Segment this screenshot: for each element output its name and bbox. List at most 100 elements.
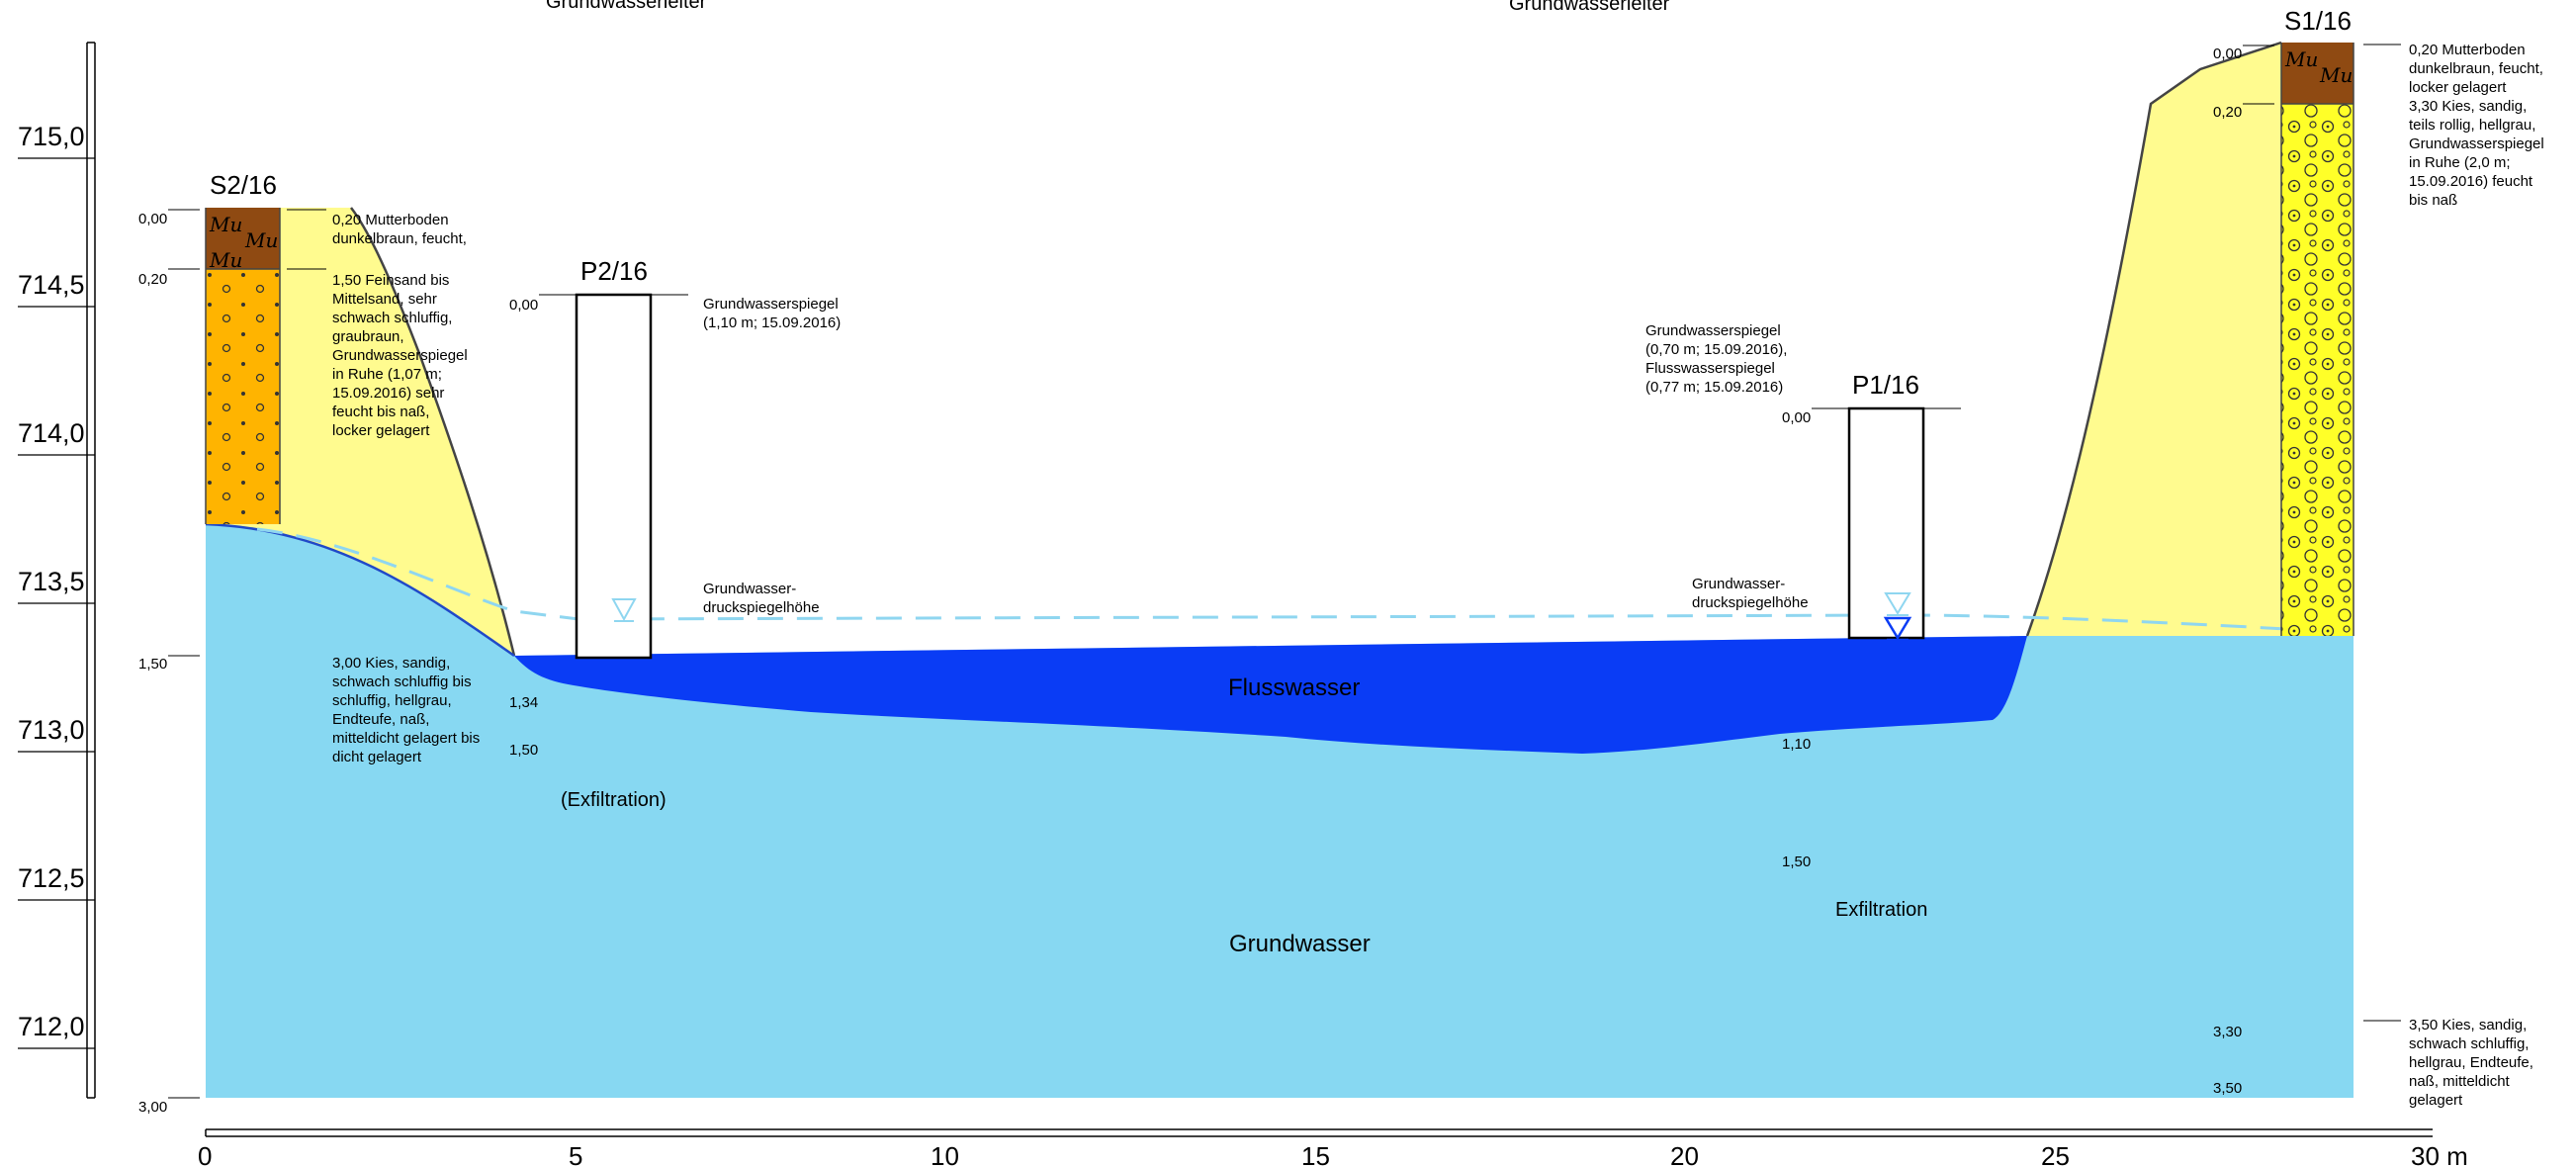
- s2-title: S2/16: [210, 170, 277, 200]
- elevation-label-712-5: 712,5: [18, 863, 85, 893]
- svg-text:15.09.2016) sehr: 15.09.2016) sehr: [332, 385, 444, 402]
- svg-text:0,20 Mutterboden: 0,20 Mutterboden: [2409, 42, 2526, 58]
- s2-mu-symbol-3: Mu: [209, 248, 242, 272]
- svg-text:Grundwasserspiegel: Grundwasserspiegel: [703, 296, 839, 313]
- p2-depth-1-34: 1,34: [509, 694, 538, 711]
- s1-title: S1/16: [2284, 6, 2352, 36]
- svg-text:feucht bis naß,: feucht bis naß,: [332, 404, 429, 420]
- s1-description-lower: 3,50 Kies, sandig, schwach schluffig, he…: [2409, 1017, 2533, 1109]
- svg-text:1,50 Feinsand bis: 1,50 Feinsand bis: [332, 272, 449, 289]
- top-caption-right: Grundwasserleiter: [1509, 0, 1670, 15]
- svg-text:Flusswasserspiegel: Flusswasserspiegel: [1645, 360, 1775, 377]
- elevation-label-715-0: 715,0: [18, 122, 85, 151]
- svg-text:schwach schluffig,: schwach schluffig,: [332, 310, 452, 326]
- svg-text:Grundwasserspiegel: Grundwasserspiegel: [332, 347, 468, 364]
- svg-text:locker gelagert: locker gelagert: [2409, 79, 2507, 96]
- svg-text:dunkelbraun, feucht,: dunkelbraun, feucht,: [2409, 60, 2543, 77]
- left-bank-profile-line: [350, 207, 516, 657]
- p1-title: P1/16: [1852, 370, 1919, 400]
- right-bank-profile-line: [2025, 41, 2282, 637]
- svg-text:graubraun,: graubraun,: [332, 328, 404, 345]
- distance-label-5: 5: [569, 1141, 582, 1168]
- groundwater-surface-left-line: [205, 522, 515, 658]
- s1-depth-0-00: 0,00: [2213, 45, 2242, 62]
- p1-river-level-marker: [1883, 616, 1912, 641]
- s2-description-topsoil: 0,20 Mutterboden dunkelbraun, feucht,: [332, 212, 467, 247]
- svg-text:Grundwasserspiegel: Grundwasserspiegel: [2409, 135, 2544, 152]
- svg-text:(1,10 m; 15.09.2016): (1,10 m; 15.09.2016): [703, 314, 841, 331]
- svg-text:schwach schluffig bis: schwach schluffig bis: [332, 674, 472, 690]
- svg-text:schwach schluffig,: schwach schluffig,: [2409, 1035, 2529, 1052]
- distance-label-30m: 30 m: [2411, 1141, 2468, 1168]
- exfiltration-left-label: (Exfiltration): [561, 789, 666, 811]
- svg-text:Grundwasser-: Grundwasser-: [703, 581, 796, 597]
- elevation-axis: 715,0 714,5 714,0 713,5 713,0 712,5 712,…: [18, 42, 96, 1099]
- distance-label-25: 25: [2041, 1141, 2070, 1168]
- svg-text:dunkelbraun, feucht,: dunkelbraun, feucht,: [332, 230, 467, 247]
- elevation-label-714-5: 714,5: [18, 270, 85, 300]
- svg-text:0,20 Mutterboden: 0,20 Mutterboden: [332, 212, 449, 228]
- elevation-label-714-0: 714,0: [18, 418, 85, 448]
- p1-depth-1-50: 1,50: [1782, 854, 1811, 870]
- svg-text:gelagert: gelagert: [2409, 1092, 2463, 1109]
- s2-topsoil: [206, 208, 280, 269]
- p2-depth-0-00: 0,00: [509, 297, 538, 314]
- svg-text:dicht gelagert: dicht gelagert: [332, 749, 422, 765]
- s1-depth-3-30: 3,30: [2213, 1024, 2242, 1040]
- svg-text:naß, mitteldicht: naß, mitteldicht: [2409, 1073, 2511, 1090]
- svg-text:hellgrau, Endteufe,: hellgrau, Endteufe,: [2409, 1054, 2533, 1071]
- top-caption-left: Grundwasserleiter: [546, 0, 707, 13]
- distance-axis: 0 5 10 15 20 25 30 m: [198, 1128, 2468, 1168]
- svg-text:3,30 Kies, sandig,: 3,30 Kies, sandig,: [2409, 98, 2527, 115]
- svg-text:locker gelagert: locker gelagert: [332, 422, 430, 439]
- svg-text:Grundwasserspiegel: Grundwasserspiegel: [1645, 322, 1781, 339]
- p1-depth-1-10: 1,10: [1782, 736, 1811, 753]
- p2-water-level-marker: [611, 598, 637, 622]
- piezometric-label-right: Grundwasser- druckspiegelhöhe: [1692, 576, 1809, 611]
- s1-mu-symbol-2: Mu: [2319, 63, 2353, 87]
- svg-text:15.09.2016) feucht: 15.09.2016) feucht: [2409, 173, 2533, 190]
- s2-mu-symbol-2: Mu: [244, 228, 278, 252]
- s2-mu-symbol-1: Mu: [209, 213, 242, 236]
- svg-text:3,50 Kies, sandig,: 3,50 Kies, sandig,: [2409, 1017, 2527, 1033]
- svg-text:Endteufe, naß,: Endteufe, naß,: [332, 711, 429, 728]
- exfiltration-right-label: Exfiltration: [1835, 899, 1927, 921]
- svg-text:druckspiegelhöhe: druckspiegelhöhe: [703, 599, 820, 616]
- river-water: [514, 636, 2027, 754]
- distance-label-20: 20: [1670, 1141, 1699, 1168]
- left-bank: [206, 208, 514, 656]
- piezometric-label-left: Grundwasser- druckspiegelhöhe: [703, 581, 820, 616]
- elevation-label-713-0: 713,0: [18, 715, 85, 745]
- svg-text:(0,77 m; 15.09.2016): (0,77 m; 15.09.2016): [1645, 379, 1783, 396]
- distance-label-15: 15: [1301, 1141, 1330, 1168]
- p2-depth-1-50: 1,50: [509, 742, 538, 759]
- p2-pipe: [575, 293, 653, 660]
- svg-text:in Ruhe (2,0 m;: in Ruhe (2,0 m;: [2409, 154, 2511, 171]
- right-bank: [2027, 43, 2354, 636]
- s2-depth-0-20: 0,20: [138, 271, 167, 288]
- p2-title: P2/16: [580, 256, 648, 286]
- s2-sand-layer: [206, 269, 280, 524]
- svg-text:Grundwasser-: Grundwasser-: [1692, 576, 1785, 592]
- svg-text:schluffig, hellgrau,: schluffig, hellgrau,: [332, 692, 452, 709]
- s2-depth-3-00: 3,00: [138, 1099, 167, 1116]
- svg-text:mitteldicht gelagert bis: mitteldicht gelagert bis: [332, 730, 480, 747]
- p1-depth-0-00: 0,00: [1782, 409, 1811, 426]
- s2-depth-0-00: 0,00: [138, 211, 167, 227]
- s1-gravel-layer: [2281, 104, 2354, 636]
- distance-label-0: 0: [198, 1141, 212, 1168]
- svg-text:in Ruhe (1,07 m;: in Ruhe (1,07 m;: [332, 366, 442, 383]
- svg-text:bis naß: bis naß: [2409, 192, 2457, 209]
- s1-depth-0-20: 0,20: [2213, 104, 2242, 121]
- grundwasser-label: Grundwasser: [1229, 931, 1371, 957]
- s1-depth-3-50: 3,50: [2213, 1080, 2242, 1097]
- p1-groundwater-level-marker: [1884, 592, 1911, 615]
- p1-water-note: Grundwasserspiegel (0,70 m; 15.09.2016),…: [1645, 322, 1787, 396]
- piezometric-line: [256, 527, 2354, 635]
- svg-text:3,00 Kies, sandig,: 3,00 Kies, sandig,: [332, 655, 450, 672]
- flusswasser-label: Flusswasser: [1228, 674, 1360, 701]
- s2-description-sand: 1,50 Feinsand bis Mittelsand, sehr schwa…: [332, 272, 468, 439]
- s1-topsoil: [2281, 43, 2354, 104]
- groundwater-area: [206, 524, 2354, 1098]
